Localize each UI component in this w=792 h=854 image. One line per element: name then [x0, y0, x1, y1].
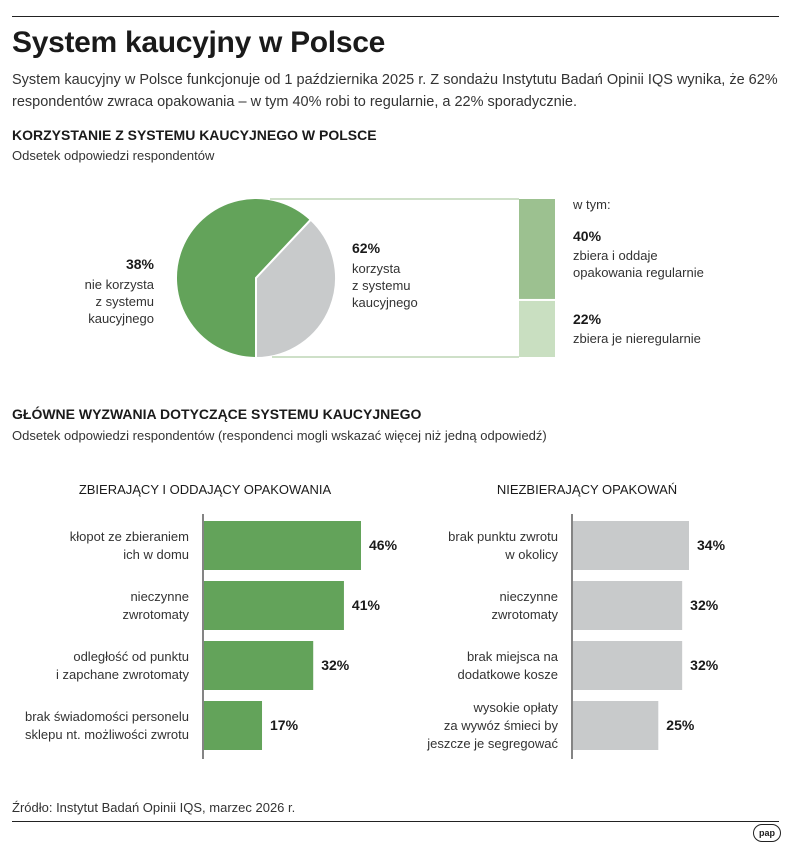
pie-value-no: 38%	[125, 256, 154, 272]
left-bar-category-2: odległość od punktu i zapchane zwrotomaty	[0, 648, 189, 684]
section1-title: KORZYSTANIE Z SYSTEMU KAUCYJNEGO W POLSC…	[12, 127, 377, 143]
left-bar-1	[204, 581, 344, 630]
right-bar-category-1: nieczynne zwrotomaty	[368, 588, 558, 624]
left-bar-value-0: 46%	[369, 536, 398, 553]
pie-slice-0	[175, 197, 313, 360]
right-bar-category-0-line-1: w okolicy	[505, 546, 558, 562]
left-bar-category-0: kłopot ze zbieraniem ich w domu	[0, 528, 189, 564]
pie-label-yes-line1: korzysta	[352, 261, 401, 276]
left-bar-category-0-line-1: ich w domu	[123, 546, 189, 562]
pie-label-yes: 62% korzysta z systemu kaucyjnego	[352, 240, 472, 311]
breakdown-irregular-value: 22%	[573, 311, 602, 327]
pie-slice-1	[255, 218, 337, 360]
left-bar-category-3-line-0: brak świadomości personelu	[24, 708, 189, 724]
left-bar-category-3-line-1: sklepu nt. możliwości zwrotu	[25, 726, 189, 742]
left-bar-category-1-line-1: zwrotomaty	[122, 606, 189, 622]
pie-value-yes: 62%	[352, 240, 381, 256]
pap-logo: pap	[753, 824, 781, 842]
right-bar-category-2-line-1: dodatkowe kosze	[457, 666, 558, 682]
right-bar-category-2-line-0: brak miejsca na	[466, 648, 558, 664]
left-bar-0	[204, 521, 361, 570]
breakdown-regular-line2: opakowania regularnie	[573, 265, 704, 280]
right-bar-2	[573, 641, 683, 690]
breakdown-header: w tym:	[573, 197, 611, 212]
right-bar-value-3: 25%	[666, 716, 695, 733]
right-bar-category-3-line-1: za wywóz śmieci by	[443, 717, 558, 733]
left-bar-category-0-line-0: kłopot ze zbieraniem	[69, 528, 189, 544]
intro-text: System kaucyjny w Polsce funkcjonuje od …	[12, 72, 778, 110]
pie-label-no-line1: nie korzysta	[84, 277, 154, 292]
left-chart-title: ZBIERAJĄCY I ODDAJĄCY OPAKOWANIA	[78, 482, 332, 497]
breakdown-regular-line1: zbiera i oddaje	[573, 248, 658, 263]
right-bar-value-1: 32%	[690, 596, 719, 613]
page-title: System kaucyjny w Polsce	[12, 26, 386, 59]
pie-label-yes-line3: kaucyjnego	[352, 295, 418, 310]
left-bar-2	[204, 641, 314, 690]
right-bar-value-0: 34%	[697, 536, 726, 553]
right-bar-category-3: wysokie opłaty za wywóz śmieci by jeszcze …	[368, 699, 558, 753]
right-bar-category-1-line-1: zwrotomaty	[491, 606, 558, 622]
right-bar-0	[573, 521, 689, 570]
right-bar-category-3-line-0: wysokie opłaty	[473, 699, 558, 715]
pie-label-no: 38% nie korzysta z systemu kaucyjnego	[60, 256, 154, 327]
left-bar-category-3: brak świadomości personelu sklepu nt. moż…	[0, 708, 189, 744]
left-bar-value-1: 41%	[351, 596, 380, 613]
right-chart-title: NIEZBIERAJĄCY OPAKOWAŃ	[496, 482, 678, 497]
breakdown-regular: 40% zbiera i oddaje opakowania regularni…	[573, 228, 773, 281]
right-bar-category-0-line-0: brak punktu zwrotu	[448, 528, 558, 544]
section2-subtitle: Odsetek odpowiedzi respondentów (respond…	[12, 428, 547, 443]
right-bar-category-1-line-0: nieczynne	[499, 588, 558, 604]
breakdown-segment-0	[519, 199, 555, 299]
breakdown-irregular-line1: zbiera je nieregularnie	[573, 331, 701, 346]
breakdown-irregular: 22% zbiera je nieregularnie	[573, 311, 773, 347]
source-note: Źródło: Instytut Badań Opinii IQS, marze…	[12, 800, 296, 815]
section1-subtitle: Odsetek odpowiedzi respondentów	[12, 148, 215, 163]
left-bar-3	[204, 701, 263, 750]
pie-label-yes-line2: z systemu	[352, 278, 411, 293]
right-bar-category-2: brak miejsca na dodatkowe kosze	[368, 648, 558, 684]
pie-label-no-line3: kaucyjnego	[88, 311, 154, 326]
left-bar-category-1: nieczynne zwrotomaty	[0, 588, 189, 624]
left-bar-value-3: 17%	[270, 716, 299, 733]
left-bar-category-1-line-0: nieczynne	[130, 588, 189, 604]
right-bar-value-2: 32%	[690, 656, 719, 673]
breakdown-segment-1	[519, 300, 555, 357]
right-bar-category-0: brak punktu zwrotu w okolicy	[368, 528, 558, 564]
right-bar-1	[573, 581, 683, 630]
bottom-rule	[12, 821, 779, 822]
left-bar-value-2: 32%	[321, 656, 350, 673]
section2-title: GŁÓWNE WYZWANIA DOTYCZĄCE SYSTEMU KAUCYJ…	[12, 406, 422, 422]
left-bar-category-2-line-0: odległość od punktu	[73, 648, 189, 664]
right-bar-category-3-line-2: jeszcze je segregować	[427, 735, 558, 751]
top-rule	[12, 16, 779, 17]
left-bar-category-2-line-1: i zapchane zwrotomaty	[56, 666, 189, 682]
right-bar-3	[573, 701, 659, 750]
pie-label-no-line2: z systemu	[95, 294, 154, 309]
breakdown-regular-value: 40%	[573, 228, 602, 244]
